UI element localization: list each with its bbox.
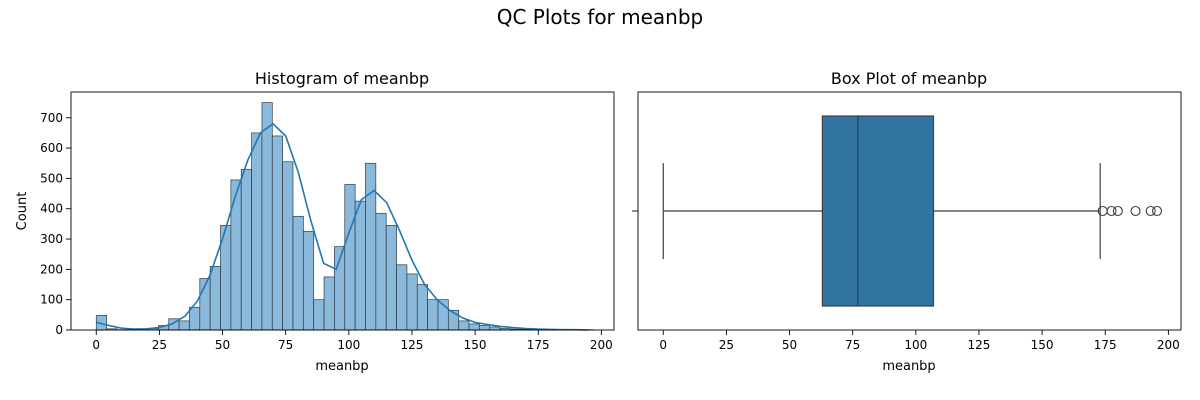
x-tick-label: 175	[527, 338, 550, 352]
y-tick-label: 600	[40, 141, 63, 155]
histogram-bar	[272, 136, 282, 330]
x-tick-label: 0	[92, 338, 100, 352]
boxplot-xlabel: meanbp	[882, 359, 935, 374]
x-tick-label: 200	[1157, 338, 1180, 352]
y-tick-label: 400	[40, 202, 63, 216]
histogram-bar	[314, 300, 324, 330]
histogram-bar	[365, 163, 375, 330]
histogram-title: Histogram of meanbp	[255, 69, 429, 88]
x-tick-label: 200	[590, 338, 613, 352]
boxplot-marks	[663, 116, 1161, 306]
histogram-bar	[469, 324, 479, 330]
y-tick-label: 200	[40, 262, 63, 276]
x-tick-label: 125	[968, 338, 991, 352]
outlier-point	[1153, 207, 1162, 216]
histogram-bar	[397, 265, 407, 330]
y-tick-label: 300	[40, 232, 63, 246]
x-tick-label: 25	[152, 338, 167, 352]
histogram-bar	[490, 327, 500, 330]
histogram-ylabel: Count	[15, 192, 30, 231]
histogram-y-ticks: 0 100 200 300 400 500 600 700	[40, 111, 71, 337]
histogram-bar	[479, 325, 489, 330]
x-tick-label: 50	[215, 338, 230, 352]
histogram-bar	[386, 225, 396, 330]
x-tick-label: 0	[659, 338, 667, 352]
x-tick-label: 175	[1094, 338, 1117, 352]
histogram-bar	[407, 274, 417, 330]
histogram-bar	[417, 285, 427, 330]
y-tick-label: 700	[40, 111, 63, 125]
y-tick-label: 500	[40, 171, 63, 185]
histogram-bar	[376, 213, 386, 330]
y-tick-label: 0	[55, 323, 63, 337]
x-tick-label: 150	[464, 338, 487, 352]
histogram-bar	[293, 216, 303, 330]
x-tick-label: 125	[401, 338, 424, 352]
histogram-bar	[324, 277, 334, 330]
histogram-bar	[345, 184, 355, 330]
histogram-bar	[459, 321, 469, 330]
histogram-bar	[355, 201, 365, 330]
histogram-bar	[262, 103, 272, 330]
histogram-x-ticks: 0 25 50 75 100 125 150 175 200	[92, 330, 612, 352]
figure-title: QC Plots for meanbp	[497, 5, 704, 29]
x-tick-label: 75	[278, 338, 293, 352]
x-tick-label: 25	[719, 338, 734, 352]
outlier-point	[1131, 207, 1140, 216]
histogram-xlabel: meanbp	[315, 359, 368, 374]
x-tick-label: 100	[904, 338, 927, 352]
outlier-point	[1113, 207, 1122, 216]
histogram-bar	[283, 162, 293, 330]
histogram-bar	[428, 300, 438, 330]
boxplot-panel: Box Plot of meanbp 0 25 50 75 100 125 150 175 20…	[632, 69, 1181, 374]
x-tick-label: 100	[337, 338, 360, 352]
histogram-bar	[189, 307, 199, 330]
x-tick-label: 150	[1031, 338, 1054, 352]
histogram-bars	[96, 103, 593, 330]
x-tick-label: 75	[845, 338, 860, 352]
x-tick-label: 50	[782, 338, 797, 352]
histogram-bar	[241, 169, 251, 330]
boxplot-title: Box Plot of meanbp	[831, 69, 987, 88]
histogram-panel: Histogram of meanbp 0 25 50 75 100 125 150 175 2…	[15, 69, 614, 374]
histogram-bar	[231, 180, 241, 330]
histogram-bar	[252, 133, 262, 330]
histogram-bar	[303, 231, 313, 330]
boxplot-x-ticks: 0 25 50 75 100 125 150 175 200	[659, 330, 1179, 352]
histogram-bar	[210, 266, 220, 330]
iqr-box	[822, 116, 933, 306]
y-tick-label: 100	[40, 293, 63, 307]
histogram-bar	[179, 321, 189, 330]
